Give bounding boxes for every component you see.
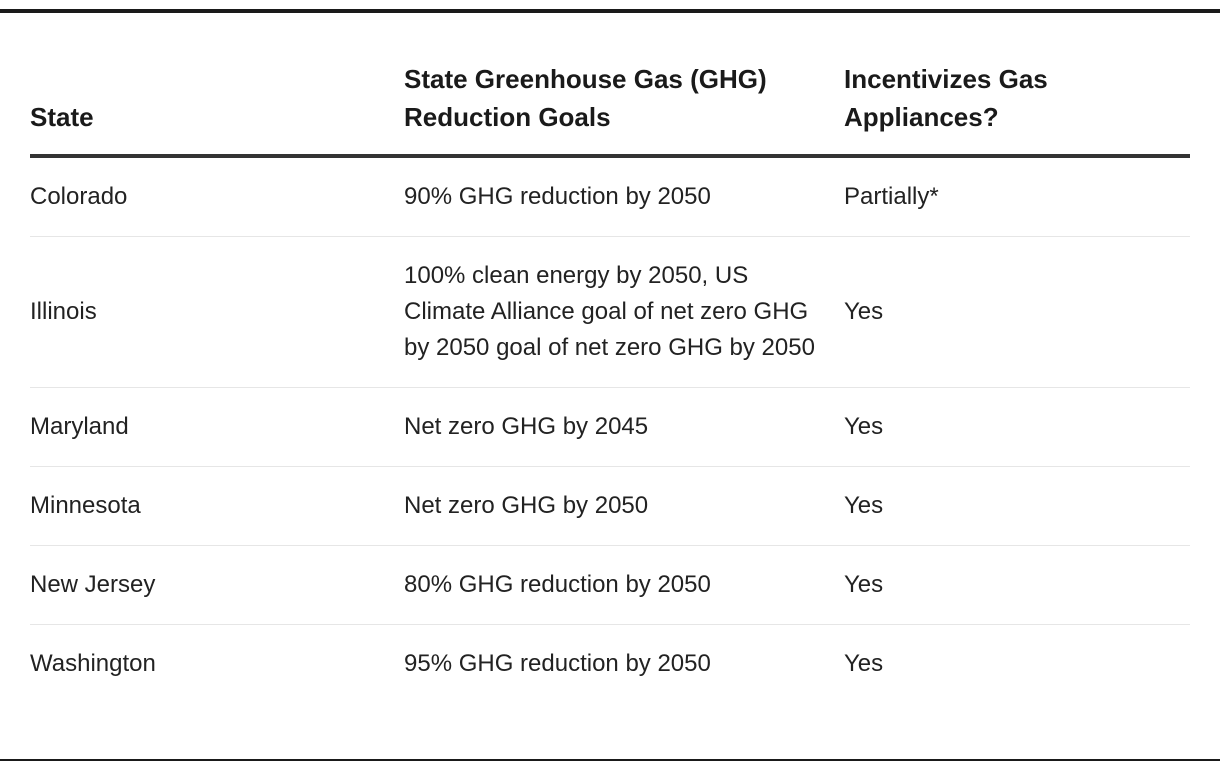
cell-state: Minnesota: [30, 466, 404, 546]
table-row: New Jersey 80% GHG reduction by 2050 Yes: [30, 545, 1190, 625]
table-row: Washington 95% GHG reduction by 2050 Yes: [30, 625, 1190, 704]
cell-incentivizes: Yes: [844, 387, 1190, 467]
cell-incentivizes: Yes: [844, 545, 1190, 625]
header-state: State: [30, 60, 404, 158]
cell-incentivizes: Partially*: [844, 156, 1190, 237]
cell-incentivizes: Yes: [844, 466, 1190, 546]
cell-state: Maryland: [30, 387, 404, 467]
table-header-row: State State Greenhouse Gas (GHG) Reducti…: [30, 60, 1190, 158]
top-rule: [0, 9, 1220, 13]
header-ghg-goals: State Greenhouse Gas (GHG) Reduction Goa…: [404, 60, 844, 158]
cell-goal: Net zero GHG by 2050: [404, 466, 844, 546]
table-row: Minnesota Net zero GHG by 2050 Yes: [30, 466, 1190, 546]
cell-goal: Net zero GHG by 2045: [404, 387, 844, 467]
header-incentivizes-gas: Incentivizes Gas Appliances?: [844, 60, 1190, 158]
cell-state: Washington: [30, 650, 156, 677]
cell-goal: 80% GHG reduction by 2050: [404, 545, 844, 625]
table-row: Illinois 100% clean energy by 2050, US C…: [30, 236, 1190, 388]
table-row: Maryland Net zero GHG by 2045 Yes: [30, 387, 1190, 467]
cell-goal: 90% GHG reduction by 2050: [404, 156, 844, 237]
cell-goal: 100% clean energy by 2050, US Climate Al…: [404, 236, 844, 388]
cell-incentivizes: Yes: [844, 236, 1190, 388]
table-row: Colorado 90% GHG reduction by 2050 Parti…: [30, 156, 1190, 237]
bottom-rule: [0, 759, 1220, 761]
cell-goal: 95% GHG reduction by 2050: [404, 650, 711, 677]
state-ghg-table: State State Greenhouse Gas (GHG) Reducti…: [30, 60, 1190, 703]
cell-state: Colorado: [30, 156, 404, 237]
cell-state: Illinois: [30, 236, 404, 388]
cell-state: New Jersey: [30, 545, 404, 625]
cell-incentivizes: Yes: [844, 650, 884, 677]
